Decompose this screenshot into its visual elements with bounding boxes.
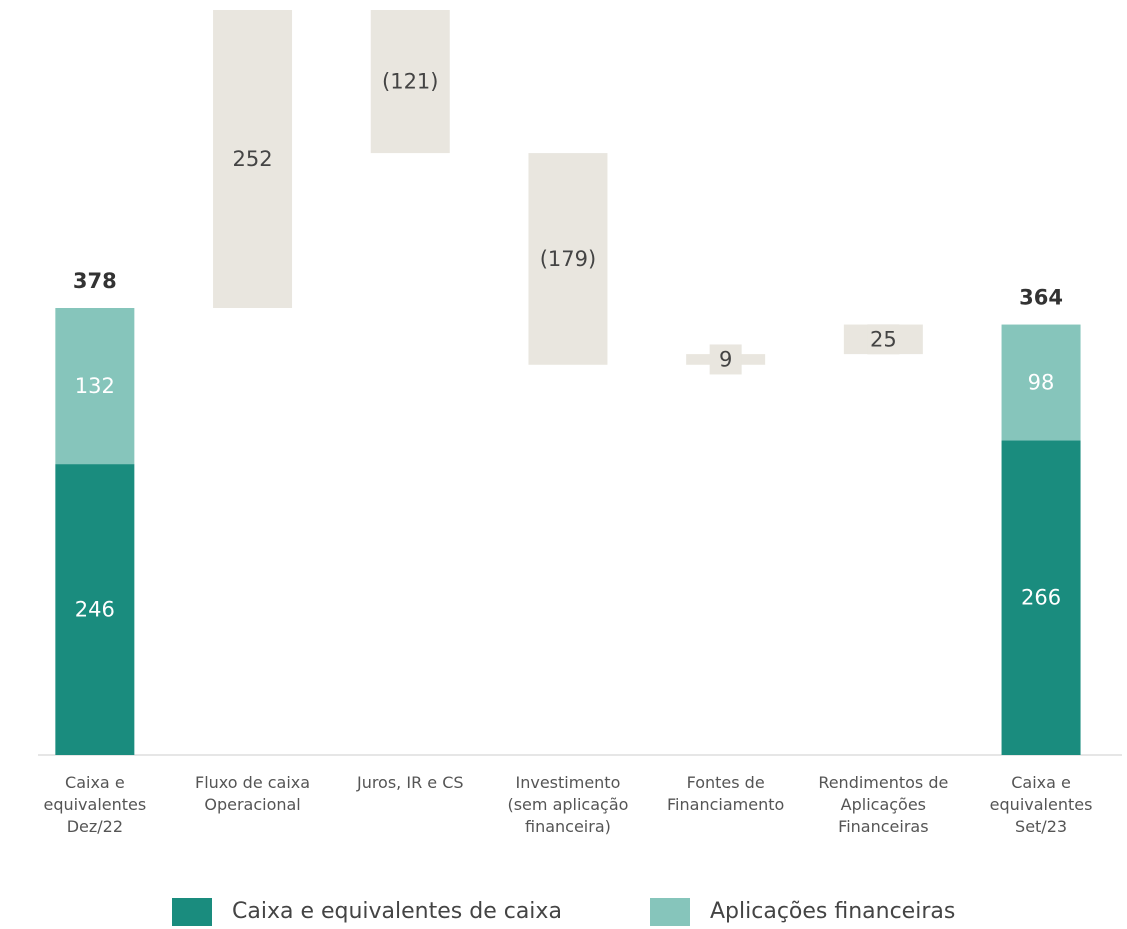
data-label: 252 [233,147,273,171]
data-label: (121) [382,70,438,94]
legend-label: Aplicações financeiras [710,899,955,924]
delta-bar [370,10,450,154]
data-label: 9 [719,347,732,371]
bar-segment [55,308,135,465]
bar-segment [1001,324,1081,441]
x-tick-label: Fontes de Financiamento [667,773,785,814]
delta-bar [528,153,608,365]
legend-swatch [172,898,212,926]
total-label: 378 [73,269,117,293]
bar-segment [1001,440,1081,755]
segment-label: 246 [75,598,115,622]
x-tick-label: Caixa e equivalentes Dez/22 [43,773,147,836]
data-label: (179) [540,247,596,271]
bar-segment [55,464,135,755]
legend-label: Caixa e equivalentes de caixa [232,899,562,924]
x-tick-label: Caixa e equivalentes Set/23 [989,773,1093,836]
x-tick-label: Fluxo de caixa Operacional [195,773,311,814]
x-tick-label: Rendimentos de Aplicações Financeiras [818,773,949,836]
x-tick-label: Juros, IR e CS [356,773,464,792]
total-label: 364 [1019,286,1063,310]
legend-swatch [650,898,690,926]
label-background [709,344,742,375]
x-tick-label: Investimento (sem aplicação financeira) [507,773,629,836]
segment-label: 266 [1021,586,1061,610]
data-label: 25 [870,327,897,351]
label-background [867,324,900,355]
segment-label: 98 [1028,371,1055,395]
segment-label: 132 [75,374,115,398]
delta-bar [213,10,293,308]
